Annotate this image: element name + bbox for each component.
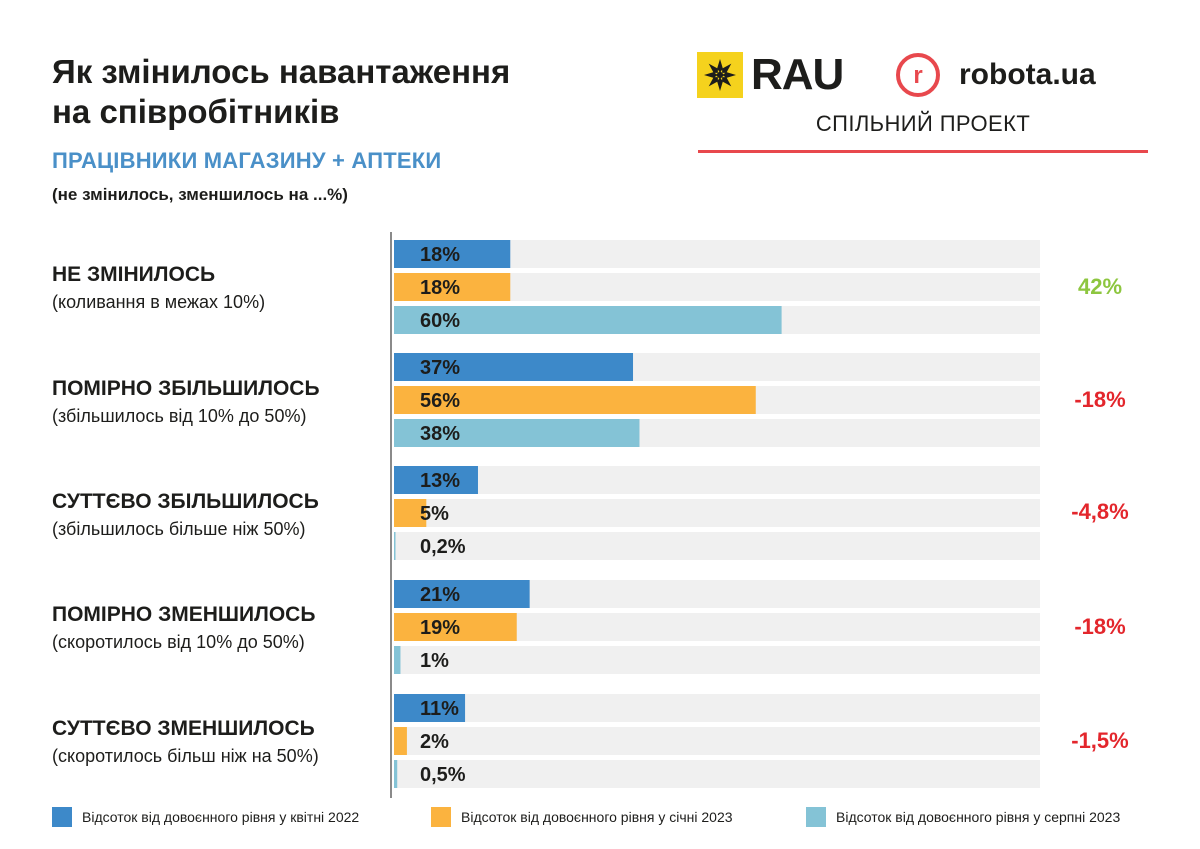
bar-label-2-2: 0,2% — [420, 536, 466, 558]
joint-project-label: СПІЛЬНИЙ ПРОЕКТ — [815, 111, 1031, 136]
bar-1-1 — [394, 386, 756, 414]
svg-text:r: r — [913, 62, 922, 89]
category-subtitle-0: (коливання в межах 10%) — [52, 292, 266, 312]
legend-swatch-2 — [806, 807, 826, 827]
legend-label-2: Відсоток від довоєнного рівня у серпні 2… — [836, 809, 1121, 825]
legend-item-1: Відсоток від довоєнного рівня у січні 20… — [431, 806, 733, 828]
legend-label-1: Відсоток від довоєнного рівня у січні 20… — [461, 809, 733, 825]
bar-label-1-1: 56% — [420, 390, 460, 412]
legend-item-0: Відсоток від довоєнного рівня у квітні 2… — [52, 806, 359, 828]
bar-label-3-1: 19% — [420, 617, 460, 639]
bar-4-1 — [394, 727, 407, 755]
bar-track — [394, 727, 1040, 755]
bar-3-2 — [394, 646, 401, 674]
bar-4-2 — [394, 760, 398, 788]
category-title-4: СУТТЄВО ЗМЕНШИЛОСЬ — [52, 717, 315, 740]
bar-label-4-2: 0,5% — [420, 764, 466, 786]
change-value-3: -18% — [1074, 614, 1126, 639]
bar-label-1-0: 37% — [420, 357, 460, 379]
bar-3-0 — [394, 580, 530, 608]
category-title-2: СУТТЄВО ЗБІЛЬШИЛОСЬ — [52, 490, 319, 513]
change-value-0: 42% — [1077, 274, 1123, 299]
bar-3-1 — [394, 613, 517, 641]
bar-0-2 — [394, 306, 782, 334]
rau-logo: RAU — [697, 50, 844, 99]
legend-swatch-0 — [52, 807, 72, 827]
category-subtitle-1: (збільшилось від 10% до 50%) — [52, 406, 307, 426]
category-subtitle-3: (скоротилось від 10% до 50%) — [52, 632, 305, 652]
bar-2-1 — [394, 499, 427, 527]
bar-label-3-2: 1% — [420, 650, 449, 672]
rau-wordmark: RAU — [751, 50, 844, 99]
page-title: Як змінилось навантаження на співробітни… — [52, 52, 510, 132]
bar-0-0 — [394, 240, 511, 268]
bar-track — [394, 466, 1040, 494]
bar-label-3-0: 21% — [420, 584, 460, 606]
bar-label-0-1: 18% — [420, 277, 460, 299]
robota-wordmark: robota.ua — [959, 58, 1096, 91]
category-title-1: ПОМІРНО ЗБІЛЬШИЛОСЬ — [52, 377, 320, 400]
bar-label-1-2: 38% — [420, 423, 460, 445]
page-title-line-2: на співробітників — [52, 93, 340, 130]
change-value-2: -4,8% — [1071, 499, 1129, 524]
bar-track — [394, 646, 1040, 674]
legend-swatch-1 — [431, 807, 451, 827]
bar-track — [394, 532, 1040, 560]
bar-track — [394, 760, 1040, 788]
robota-logo: r robota.ua — [895, 52, 1096, 98]
bar-label-4-0: 11% — [420, 698, 459, 720]
bar-2-0 — [394, 466, 478, 494]
joint-project-divider — [698, 150, 1148, 153]
bar-1-2 — [394, 419, 640, 447]
category-title-3: ПОМІРНО ЗМЕНШИЛОСЬ — [52, 603, 316, 626]
category-subtitle-4: (скоротилось більш ніж на 50%) — [52, 746, 319, 766]
chart-subtitle: ПРАЦІВНИКИ МАГАЗИНУ + АПТЕКИ — [52, 148, 442, 173]
robota-r-icon: r — [896, 53, 940, 97]
rau-star-icon — [697, 52, 743, 98]
legend-label-0: Відсоток від довоєнного рівня у квітні 2… — [82, 809, 360, 825]
bar-2-2 — [394, 532, 396, 560]
bar-track — [394, 499, 1040, 527]
bar-1-0 — [394, 353, 634, 381]
chart-note: (не змінилось, зменшилось на ...%) — [52, 185, 348, 204]
bar-label-0-2: 60% — [420, 310, 460, 332]
bar-0-1 — [394, 273, 511, 301]
legend-item-2: Відсоток від довоєнного рівня у серпні 2… — [806, 806, 1120, 828]
bar-4-0 — [394, 694, 466, 722]
bar-label-0-0: 18% — [420, 244, 460, 266]
change-value-4: -1,5% — [1071, 728, 1129, 753]
change-value-1: -18% — [1074, 387, 1126, 412]
bar-track — [394, 694, 1040, 722]
page-title-line-1: Як змінилось навантаження — [52, 53, 511, 90]
bar-label-4-1: 2% — [420, 731, 449, 753]
category-title-0: НЕ ЗМІНИЛОСЬ — [52, 263, 216, 286]
bar-label-2-1: 5% — [420, 503, 449, 525]
bar-label-2-0: 13% — [420, 470, 460, 492]
category-subtitle-2: (збільшилось більше ніж 50%) — [52, 519, 306, 539]
